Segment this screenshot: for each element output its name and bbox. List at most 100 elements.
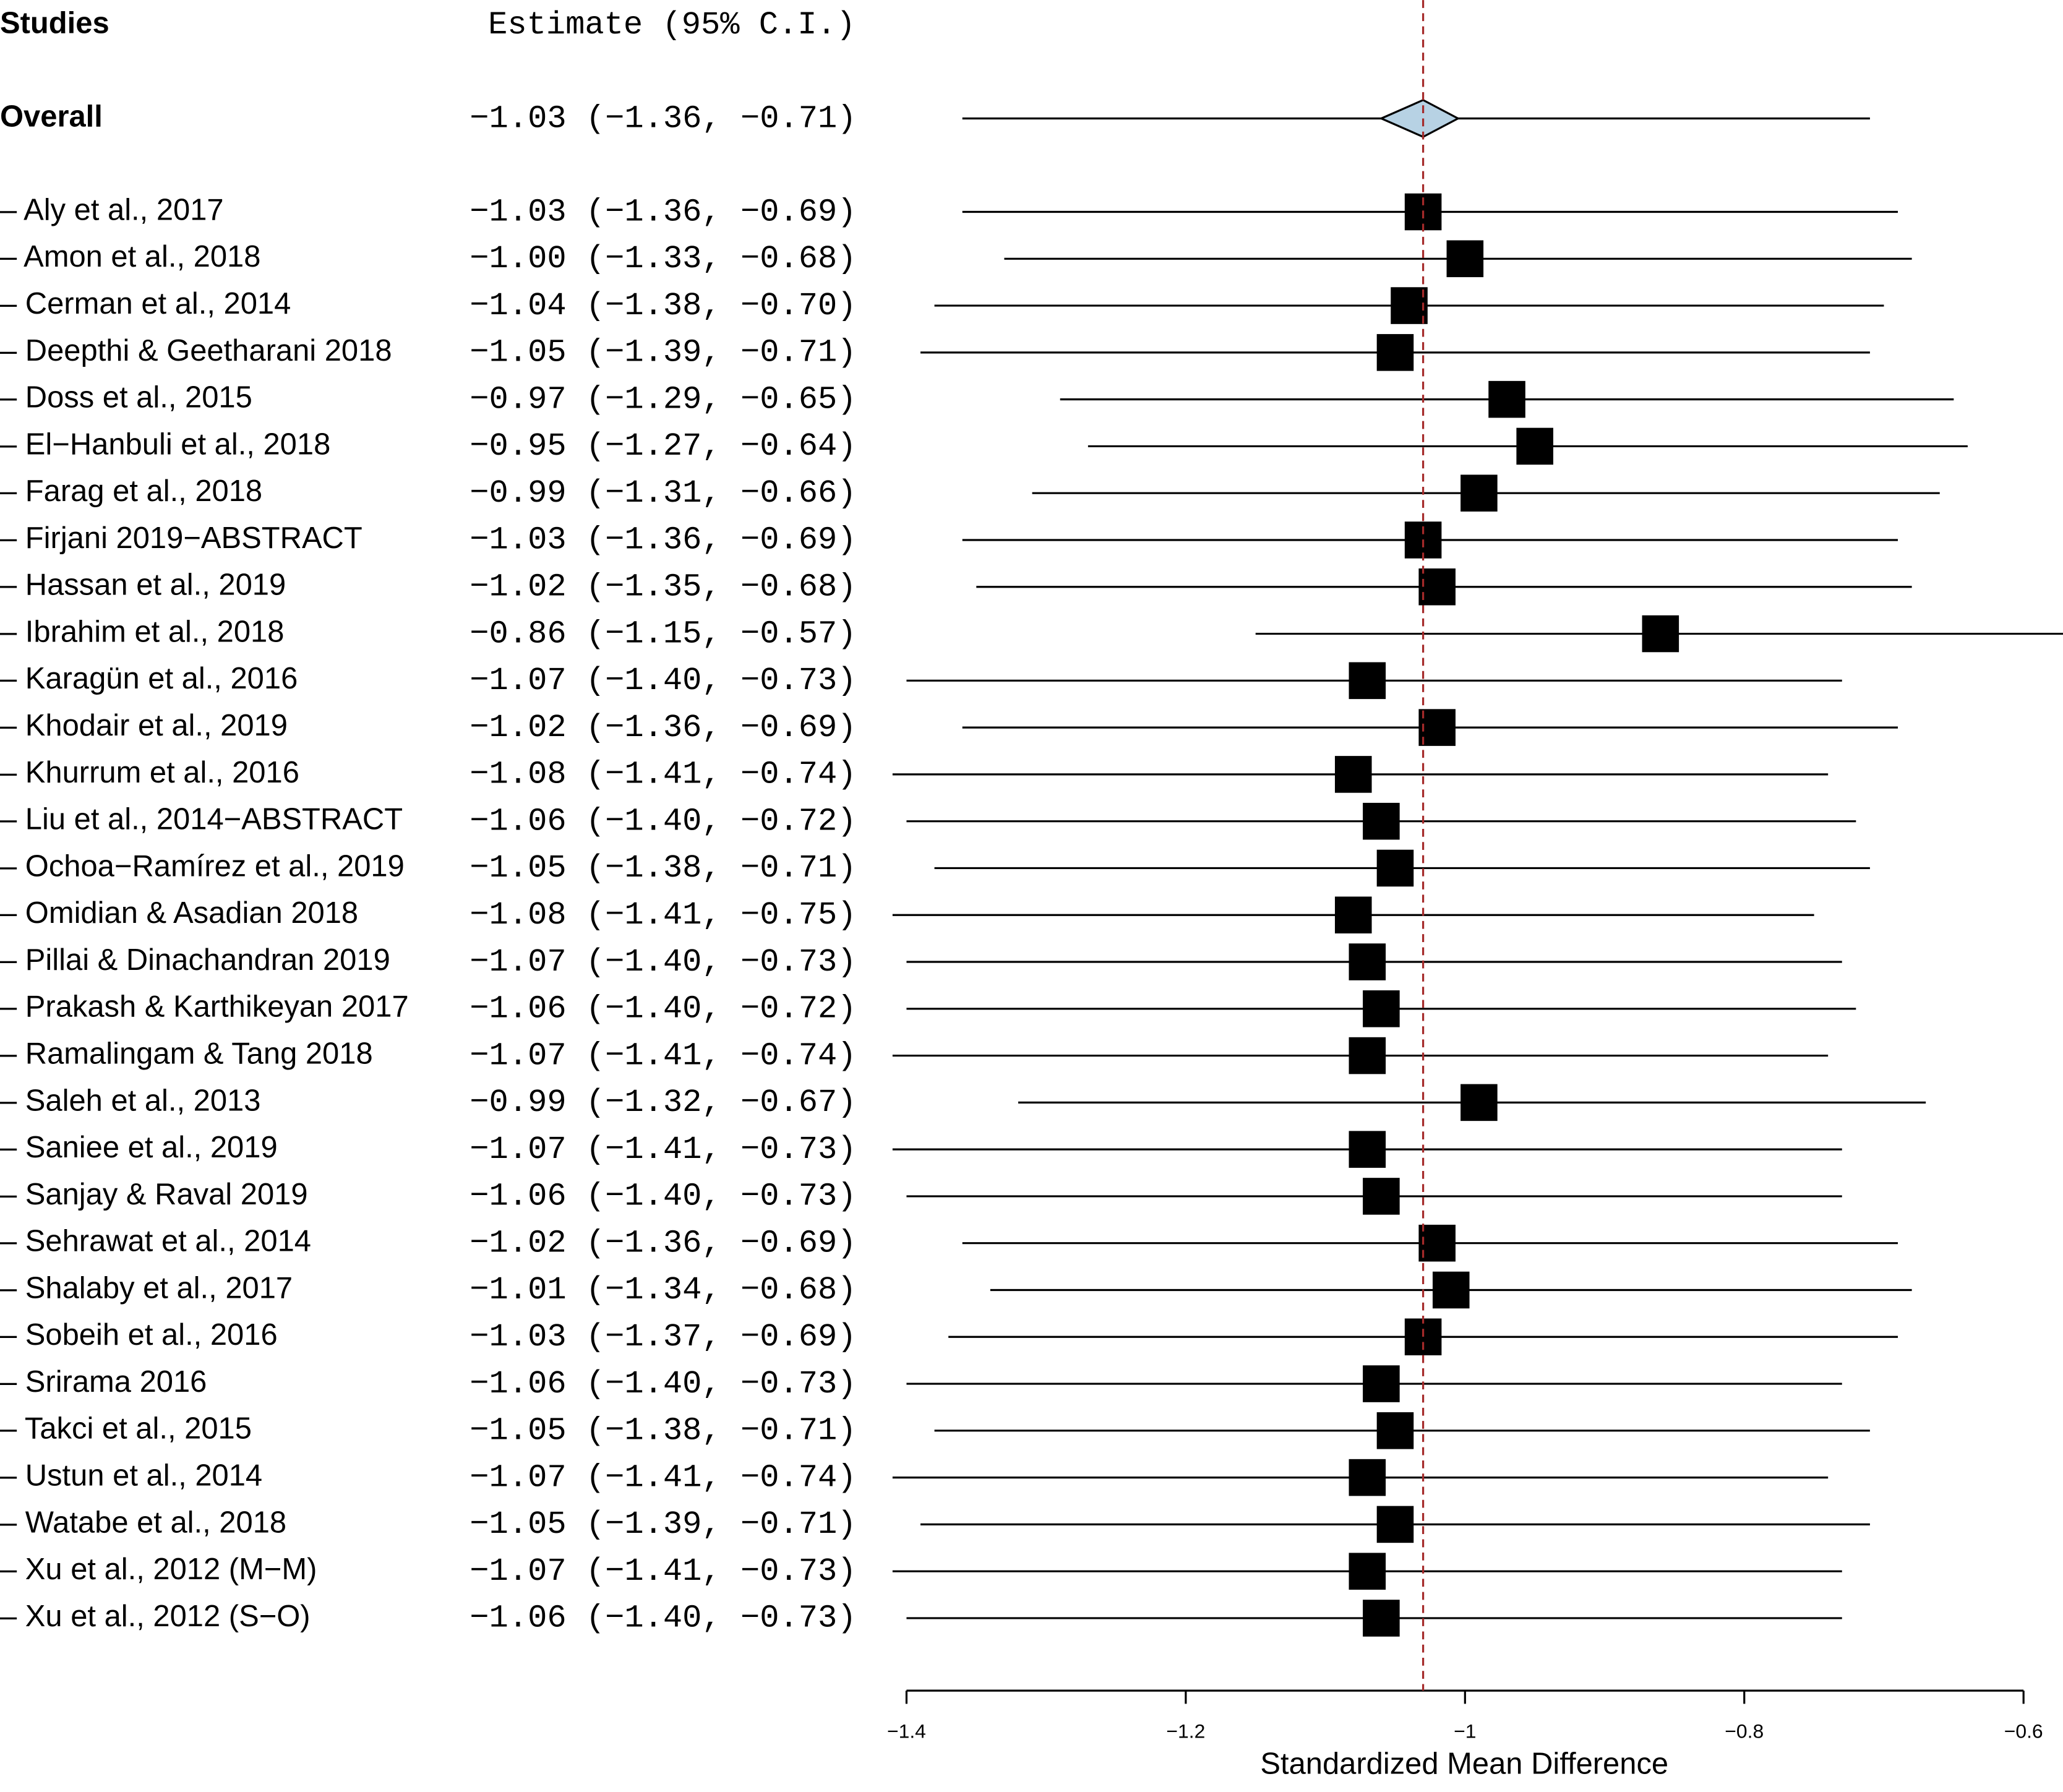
study-estimate: −1.05 (−1.38, −0.71) [470, 850, 856, 886]
study-label: – Saleh et al., 2013 [0, 1084, 260, 1117]
study-estimate-square [1334, 896, 1372, 934]
study-estimate-square [1642, 615, 1679, 653]
study-estimate-square [1460, 474, 1498, 512]
study-estimate-square [1349, 1553, 1386, 1590]
study-label: – Xu et al., 2012 (M−M) [0, 1553, 317, 1586]
study-label: – Watabe et al., 2018 [0, 1506, 286, 1539]
study-estimate-square [1363, 1178, 1400, 1215]
study-label: – Ustun et al., 2014 [0, 1459, 262, 1493]
study-label: – Farag et al., 2018 [0, 474, 262, 508]
study-label: – Takci et al., 2015 [0, 1412, 252, 1446]
study-estimate-square [1376, 849, 1414, 887]
study-estimate: −1.02 (−1.35, −0.68) [470, 569, 856, 606]
study-label: – Liu et al., 2014−ABSTRACT [0, 803, 403, 836]
study-estimate: −1.07 (−1.41, −0.74) [470, 1459, 856, 1496]
x-tick-label: −1.4 [887, 1720, 926, 1743]
x-axis-title: Standardized Mean Difference [1260, 1747, 1668, 1780]
study-estimate-square [1334, 756, 1372, 793]
study-estimate: −1.02 (−1.36, −0.69) [470, 1225, 856, 1261]
study-label: – Deepthi & Geetharani 2018 [0, 334, 392, 367]
study-label: – Ochoa−Ramírez et al., 2019 [0, 849, 405, 883]
study-estimate-square [1418, 568, 1456, 606]
study-estimate: −1.06 (−1.40, −0.72) [470, 803, 856, 839]
study-label: – Karagün et al., 2016 [0, 662, 298, 695]
study-estimate: −0.97 (−1.29, −0.65) [470, 381, 856, 418]
x-tick-label: −0.6 [2004, 1720, 2043, 1743]
study-estimate-square [1391, 287, 1428, 324]
study-label: – Firjani 2019−ABSTRACT [0, 521, 362, 555]
study-label: – Sobeih et al., 2016 [0, 1318, 278, 1352]
study-estimate-square [1349, 662, 1386, 700]
study-label: – Hassan et al., 2019 [0, 568, 286, 602]
study-estimate: −1.02 (−1.36, −0.69) [470, 710, 856, 746]
column-header: Studies [0, 6, 109, 40]
study-estimate-square [1363, 1365, 1400, 1402]
study-estimate: −0.99 (−1.32, −0.67) [470, 1084, 856, 1121]
study-label: – Xu et al., 2012 (S−O) [0, 1600, 311, 1633]
study-label: – Pillai & Dinachandran 2019 [0, 943, 390, 977]
study-estimate: −1.07 (−1.40, −0.73) [470, 944, 856, 980]
study-estimate-square [1349, 1131, 1386, 1168]
study-estimate-square [1363, 1600, 1400, 1637]
overall-diamond [1378, 98, 1460, 139]
study-estimate-square [1446, 240, 1484, 278]
study-estimate-square [1488, 380, 1525, 418]
study-estimate: −1.07 (−1.41, −0.73) [470, 1131, 856, 1168]
study-estimate: −1.08 (−1.41, −0.75) [470, 897, 856, 933]
column-header: Estimate (95% C.I.) [488, 7, 856, 43]
x-tick-label: −1.2 [1166, 1720, 1205, 1743]
study-label: – Ramalingam & Tang 2018 [0, 1037, 373, 1071]
study-estimate: −1.07 (−1.41, −0.74) [470, 1037, 856, 1074]
study-label: – Ibrahim et al., 2018 [0, 615, 284, 648]
study-estimate-square [1363, 802, 1400, 840]
study-estimate: −0.86 (−1.15, −0.57) [470, 615, 856, 652]
study-estimate: −1.05 (−1.39, −0.71) [470, 1506, 856, 1543]
study-estimate: −1.03 (−1.37, −0.69) [470, 1319, 856, 1355]
study-estimate-square [1349, 943, 1386, 980]
study-estimate: −1.04 (−1.38, −0.70) [470, 288, 856, 324]
study-label: – Doss et al., 2015 [0, 381, 252, 414]
study-estimate: −0.95 (−1.27, −0.64) [470, 428, 856, 465]
study-estimate: −1.07 (−1.41, −0.73) [470, 1553, 856, 1590]
study-estimate: −1.01 (−1.34, −0.68) [470, 1272, 856, 1308]
overall-label: Overall [0, 100, 103, 133]
study-estimate-square [1460, 1084, 1498, 1121]
study-estimate-square [1363, 990, 1400, 1027]
study-estimate: −1.06 (−1.40, −0.73) [470, 1366, 856, 1402]
study-estimate-square [1349, 1459, 1386, 1496]
overall-estimate: −1.03 (−1.36, −0.71) [470, 100, 856, 137]
study-label: – Khodair et al., 2019 [0, 709, 288, 742]
study-estimate: −1.06 (−1.40, −0.73) [470, 1178, 856, 1215]
study-label: – Srirama 2016 [0, 1365, 207, 1399]
study-estimate: −1.03 (−1.36, −0.69) [470, 194, 856, 230]
study-label: – Cerman et al., 2014 [0, 287, 291, 320]
study-label: – El−Hanbuli et al., 2018 [0, 427, 330, 461]
study-estimate-square [1376, 1506, 1414, 1543]
study-label: – Amon et al., 2018 [0, 240, 260, 273]
study-estimate: −0.99 (−1.31, −0.66) [470, 475, 856, 512]
study-estimate: −1.06 (−1.40, −0.73) [470, 1600, 856, 1637]
study-estimate: −1.08 (−1.41, −0.74) [470, 757, 856, 793]
study-estimate-square [1516, 427, 1553, 465]
study-label: – Prakash & Karthikeyan 2017 [0, 990, 409, 1024]
study-estimate: −1.06 (−1.40, −0.72) [470, 991, 856, 1027]
study-estimate-square [1376, 1412, 1414, 1449]
study-label: – Aly et al., 2017 [0, 193, 224, 226]
study-estimate-square [1418, 709, 1456, 746]
study-label: – Khurrum et al., 2016 [0, 756, 299, 789]
study-label: – Sanjay & Raval 2019 [0, 1178, 308, 1211]
study-label: – Omidian & Asadian 2018 [0, 896, 358, 930]
study-estimate-square [1349, 1037, 1386, 1074]
study-label: – Shalaby et al., 2017 [0, 1271, 293, 1305]
x-tick-label: −1 [1454, 1720, 1476, 1743]
study-estimate: −1.05 (−1.39, −0.71) [470, 335, 856, 371]
study-estimate: −1.07 (−1.40, −0.73) [470, 662, 856, 699]
study-estimate-square [1376, 334, 1414, 371]
study-label: – Saniee et al., 2019 [0, 1131, 278, 1164]
study-estimate: −1.00 (−1.33, −0.68) [470, 241, 856, 277]
study-estimate-square [1432, 1271, 1470, 1309]
study-label: – Sehrawat et al., 2014 [0, 1225, 311, 1258]
study-estimate-square [1418, 1224, 1456, 1262]
study-estimate: −1.03 (−1.36, −0.69) [470, 522, 856, 559]
